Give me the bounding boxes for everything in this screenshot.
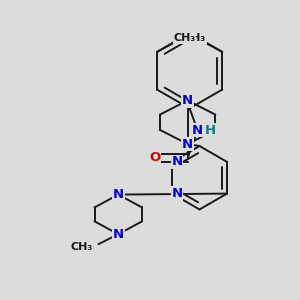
Text: N: N: [113, 188, 124, 201]
Text: O: O: [149, 152, 161, 164]
Text: CH₃: CH₃: [184, 33, 206, 43]
Text: N: N: [192, 124, 203, 137]
Text: N: N: [182, 138, 193, 151]
Text: H: H: [205, 124, 216, 137]
Text: CH₃: CH₃: [173, 33, 196, 43]
Text: N: N: [182, 94, 193, 107]
Text: CH₃: CH₃: [70, 242, 92, 252]
Text: N: N: [172, 155, 183, 168]
Text: N: N: [172, 187, 183, 200]
Text: N: N: [113, 228, 124, 241]
